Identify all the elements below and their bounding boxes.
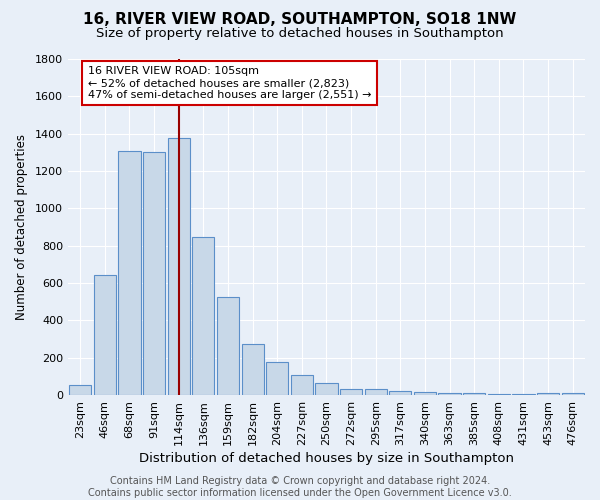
Bar [266, 362, 289, 395]
Bar [94, 274, 116, 395]
Bar [463, 393, 485, 395]
Bar [242, 344, 263, 395]
Y-axis label: Number of detached properties: Number of detached properties [15, 134, 28, 320]
Bar [143, 152, 165, 395]
Text: 16 RIVER VIEW ROAD: 105sqm
← 52% of detached houses are smaller (2,823)
47% of s: 16 RIVER VIEW ROAD: 105sqm ← 52% of deta… [88, 66, 371, 100]
Bar [512, 394, 535, 395]
Bar [217, 297, 239, 395]
Bar [69, 385, 91, 395]
Bar [118, 152, 140, 395]
Bar [439, 393, 461, 395]
Text: Contains HM Land Registry data © Crown copyright and database right 2024.
Contai: Contains HM Land Registry data © Crown c… [88, 476, 512, 498]
Bar [192, 238, 214, 395]
Bar [389, 392, 412, 395]
Bar [167, 138, 190, 395]
X-axis label: Distribution of detached houses by size in Southampton: Distribution of detached houses by size … [139, 452, 514, 465]
Bar [414, 392, 436, 395]
Bar [537, 393, 559, 395]
Bar [562, 393, 584, 395]
Bar [488, 394, 510, 395]
Text: Size of property relative to detached houses in Southampton: Size of property relative to detached ho… [96, 28, 504, 40]
Bar [316, 383, 338, 395]
Bar [291, 376, 313, 395]
Bar [365, 390, 387, 395]
Bar [340, 388, 362, 395]
Text: 16, RIVER VIEW ROAD, SOUTHAMPTON, SO18 1NW: 16, RIVER VIEW ROAD, SOUTHAMPTON, SO18 1… [83, 12, 517, 28]
